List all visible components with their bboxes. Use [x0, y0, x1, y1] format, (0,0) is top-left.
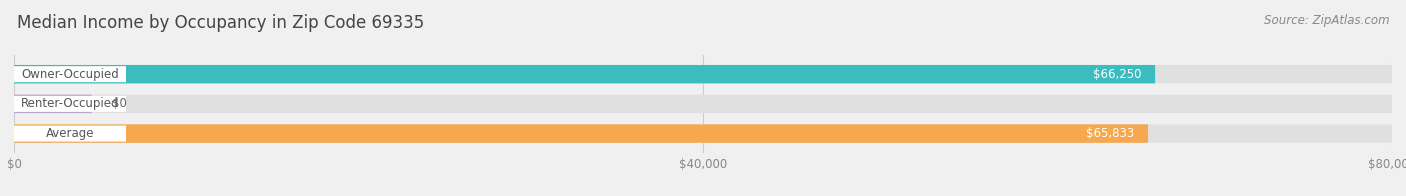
FancyBboxPatch shape	[14, 65, 1392, 83]
FancyBboxPatch shape	[14, 65, 1156, 83]
FancyBboxPatch shape	[14, 124, 1392, 143]
Text: $0: $0	[112, 97, 127, 110]
FancyBboxPatch shape	[14, 95, 1392, 113]
FancyBboxPatch shape	[14, 95, 91, 113]
Text: Owner-Occupied: Owner-Occupied	[21, 68, 120, 81]
Text: $66,250: $66,250	[1092, 68, 1142, 81]
FancyBboxPatch shape	[14, 96, 127, 112]
Text: Median Income by Occupancy in Zip Code 69335: Median Income by Occupancy in Zip Code 6…	[17, 14, 425, 32]
Text: Source: ZipAtlas.com: Source: ZipAtlas.com	[1264, 14, 1389, 27]
Text: $65,833: $65,833	[1085, 127, 1135, 140]
FancyBboxPatch shape	[14, 66, 127, 82]
Text: Renter-Occupied: Renter-Occupied	[21, 97, 120, 110]
FancyBboxPatch shape	[14, 126, 127, 142]
Text: Average: Average	[46, 127, 94, 140]
FancyBboxPatch shape	[14, 124, 1147, 143]
